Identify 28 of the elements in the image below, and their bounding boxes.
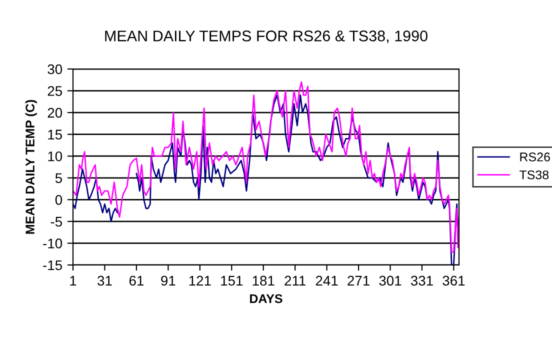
y-tick-label: 20 xyxy=(48,108,62,118)
legend-label: RS26 xyxy=(520,152,550,162)
x-tick-label: 121 xyxy=(189,276,211,286)
y-tick-label: 10 xyxy=(48,151,62,162)
y-tick-label: 15 xyxy=(48,130,62,140)
x-tick-label: 181 xyxy=(252,276,274,286)
y-tick-label: -5 xyxy=(50,216,62,227)
x-tick-label: 361 xyxy=(442,276,465,286)
x-tick-label: 211 xyxy=(284,276,306,286)
x-axis-title: DAYS xyxy=(250,294,282,304)
y-tick-label: -10 xyxy=(43,238,62,248)
x-tick-label: 331 xyxy=(410,276,433,286)
x-tick-label: 1 xyxy=(70,276,76,286)
y-tick-label: 5 xyxy=(55,173,62,184)
x-tick-label: 271 xyxy=(348,276,370,286)
x-tick-label: 151 xyxy=(221,276,243,286)
y-axis-title: MEAN DAILY TEMP (C) xyxy=(25,100,37,234)
x-tick-label: 241 xyxy=(316,276,338,286)
x-tick-label: 31 xyxy=(98,276,112,286)
x-tick-label: 91 xyxy=(161,276,176,286)
x-tick-label: 301 xyxy=(379,276,402,286)
y-tick-label: 0 xyxy=(55,195,62,205)
legend-label: TS38 xyxy=(520,170,549,180)
y-tick-label: -15 xyxy=(43,260,62,270)
y-tick-label: 25 xyxy=(48,86,62,96)
x-tick-label: 61 xyxy=(129,276,144,286)
y-tick-label: 30 xyxy=(48,64,62,74)
chart-title: MEAN DAILY TEMPS FOR RS26 & TS38, 1990 xyxy=(105,30,428,44)
